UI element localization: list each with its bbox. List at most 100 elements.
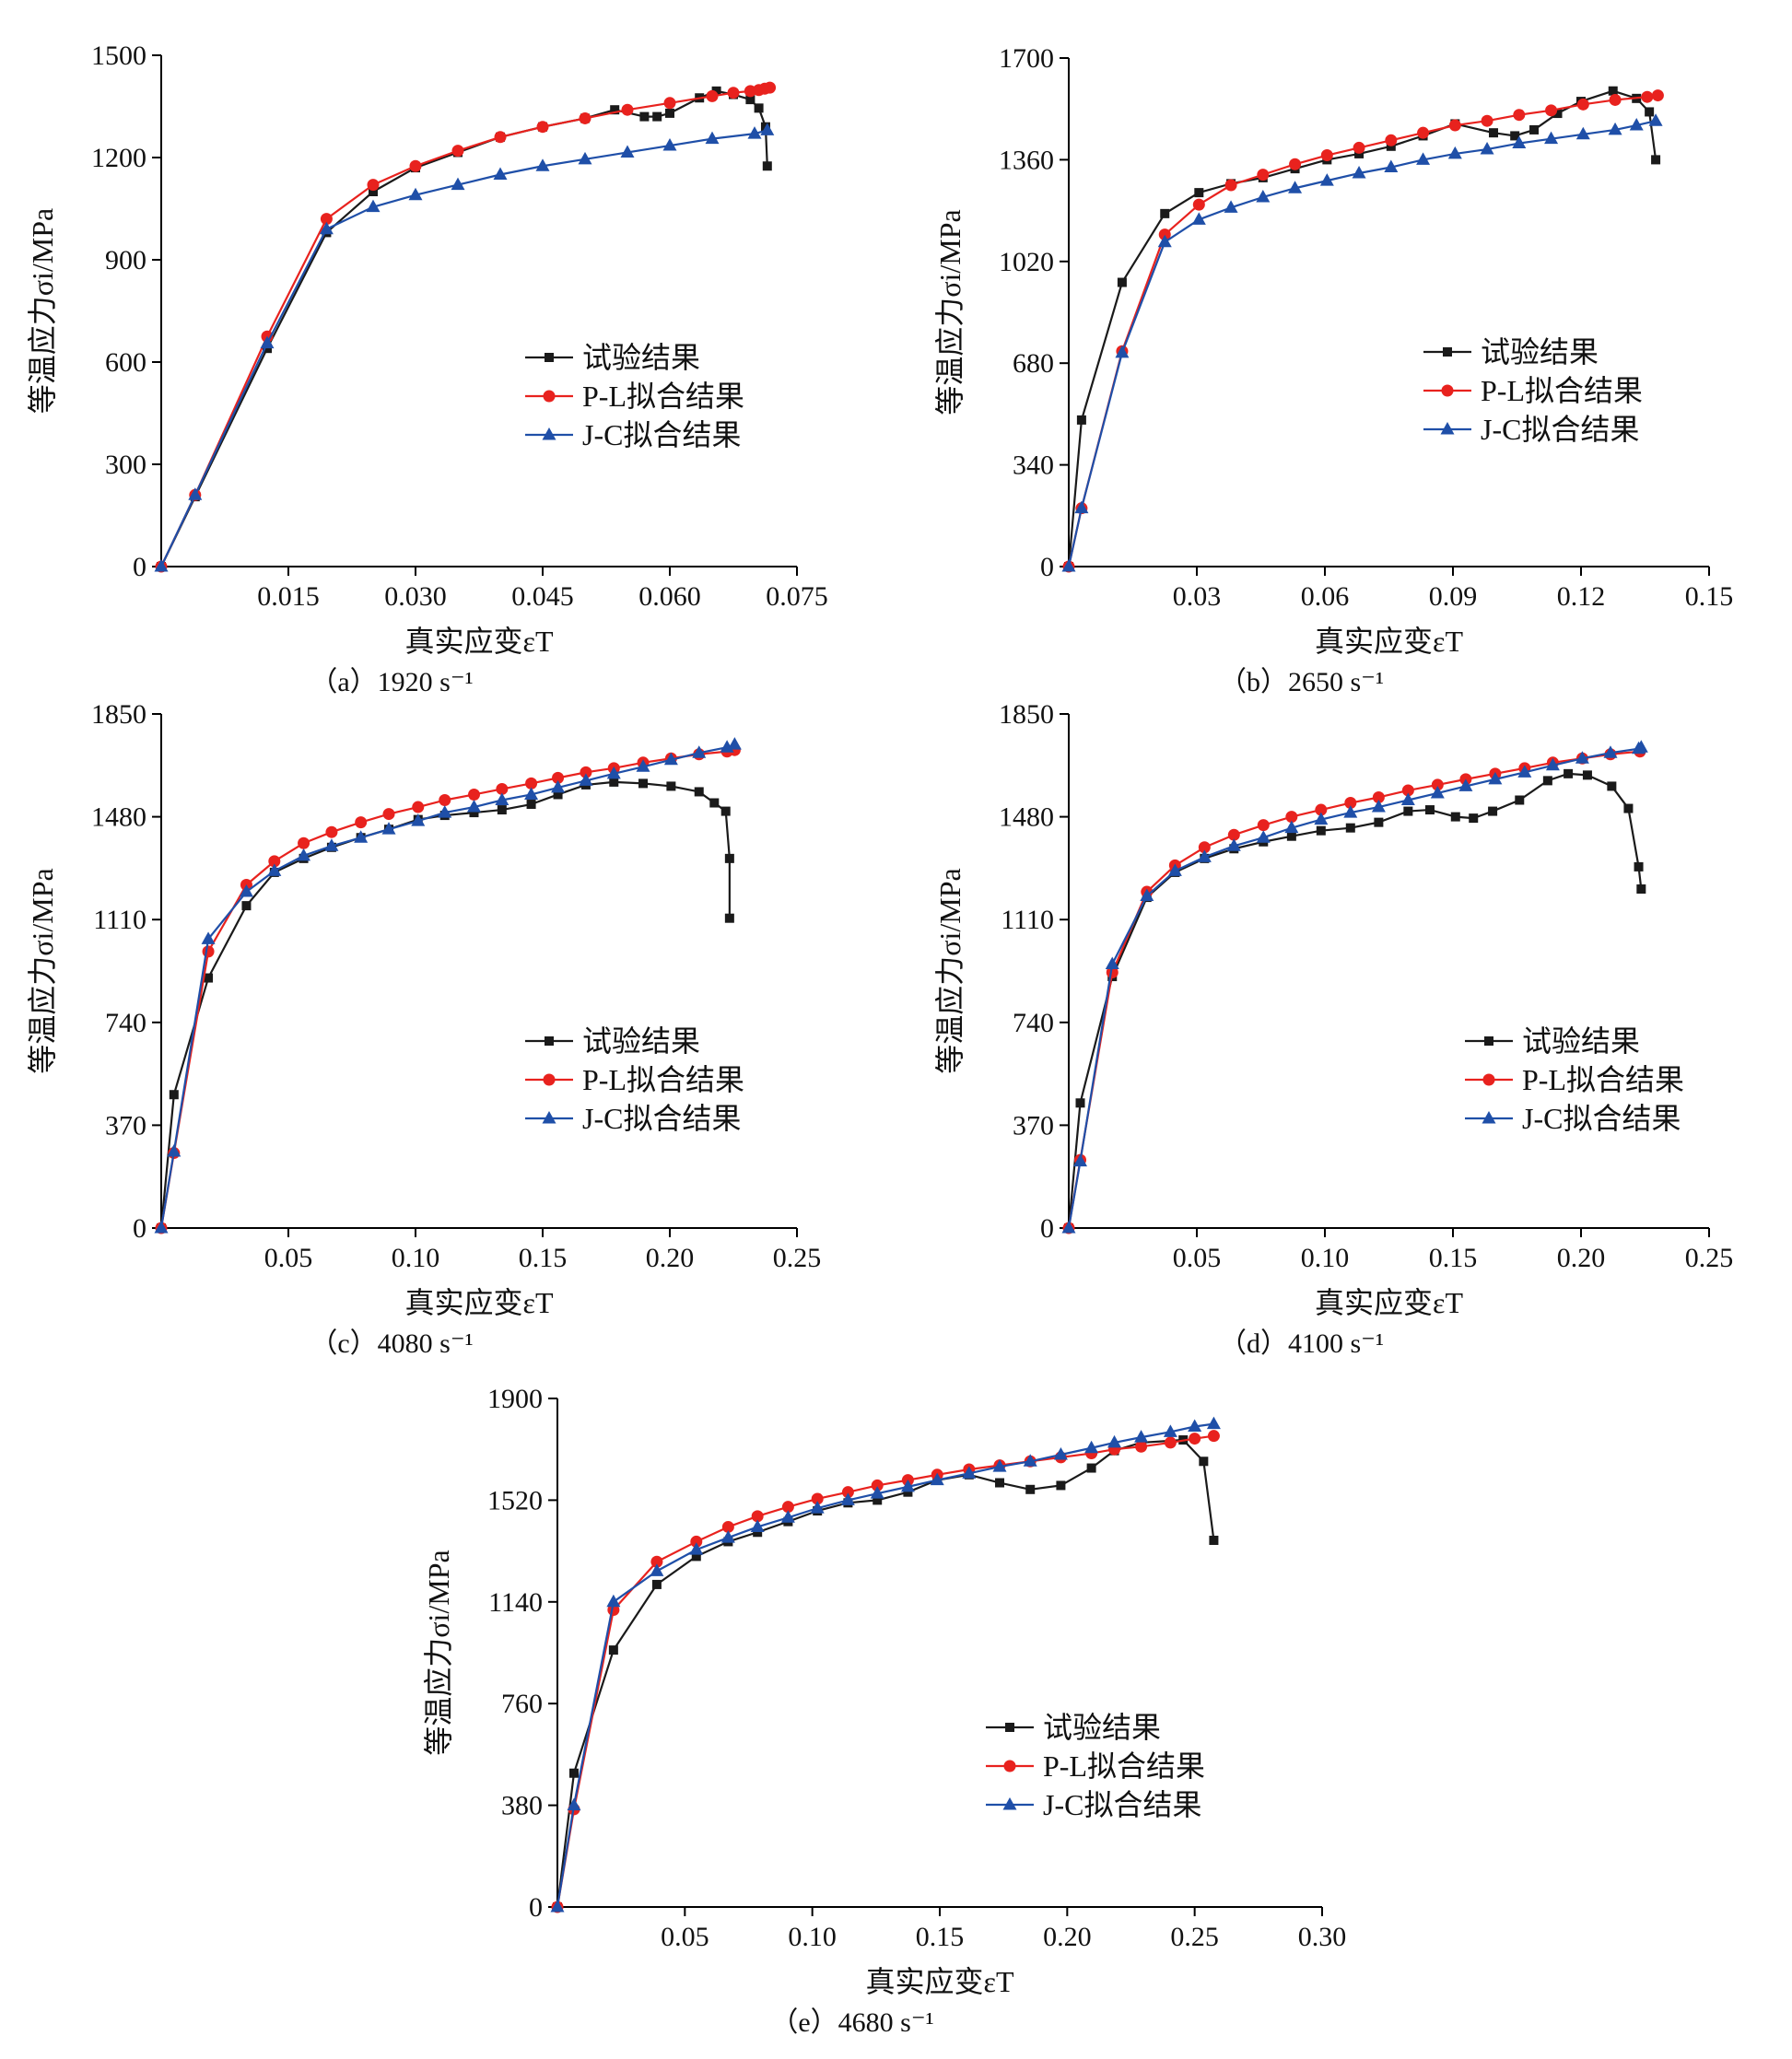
data-point [525,777,538,790]
x-tick-label: 0.25 [773,1243,822,1273]
data-point [355,816,368,829]
data-point [154,559,169,572]
legend-marker [1443,347,1452,357]
legend-label: P-L拟合结果 [582,380,744,413]
data-point [1651,155,1661,165]
data-point [1199,1457,1209,1467]
data-point [689,1542,704,1555]
data-point [438,805,452,818]
data-point [204,973,214,983]
data-point [1629,118,1644,131]
data-point [1227,828,1240,841]
data-point [1608,86,1618,96]
data-point [552,771,565,784]
y-axis-title: 等温应力σi/MPa [933,209,966,415]
y-tick-label: 0 [133,1213,146,1244]
data-point [369,187,378,196]
data-point [1076,415,1086,425]
data-point [1160,208,1170,218]
x-tick-label: 0.060 [638,581,701,612]
x-tick-label: 0.12 [1557,581,1606,612]
legend-marker [545,1036,554,1046]
data-point [1545,104,1558,117]
data-point [167,1144,182,1157]
data-point [297,848,311,861]
data-point [721,1520,734,1533]
data-point [579,111,591,124]
data-point [1431,778,1444,791]
legend-marker [1441,384,1454,397]
data-point [1343,805,1358,818]
data-point [1135,1440,1148,1453]
data-point [451,145,464,158]
data-point [1134,1430,1149,1443]
data-point [412,801,425,813]
data-point [496,782,509,795]
sub-figure-caption: （a）1920 s⁻¹ [310,667,473,697]
x-tick-label: 0.10 [1301,1243,1350,1273]
data-point [992,1459,1007,1472]
data-point [650,1555,663,1568]
data-point [325,825,338,838]
data-point [451,177,465,191]
legend-label: J-C拟合结果 [582,418,741,451]
x-tick-label: 0.25 [1170,1922,1219,1952]
series-line-0 [160,89,768,567]
series-line-2 [159,743,735,1229]
y-axis-title: 等温应力σi/MPa [26,868,59,1074]
data-point [1403,806,1413,816]
data-point [1256,189,1271,203]
data-point [1257,169,1270,181]
data-point [1157,234,1172,248]
data-point [366,199,381,213]
data-point [711,86,721,96]
data-point [1603,745,1618,758]
data-point [1074,500,1089,514]
data-point [1316,825,1326,836]
data-point [1564,768,1574,778]
y-tick-label: 1020 [999,247,1054,277]
data-point [1084,1440,1099,1454]
data-point [1353,141,1365,154]
data-point [1384,159,1399,173]
sub-figure-caption: （d）4100 s⁻¹ [1219,1328,1384,1359]
data-point [1197,849,1212,862]
x-tick-label: 0.15 [1429,1243,1478,1273]
legend-label: 试验结果 [582,1024,700,1058]
data-point [1609,93,1622,106]
data-point [568,1768,579,1778]
data-point [1320,149,1333,162]
data-point [1073,1153,1088,1167]
data-point [1448,119,1461,132]
x-tick-label: 0.20 [1557,1243,1606,1273]
legend-label: J-C拟合结果 [1522,1102,1681,1135]
data-point [408,187,423,201]
data-point [267,863,282,876]
data-point [1634,861,1644,872]
data-point [1189,1433,1201,1445]
data-point [579,773,593,786]
data-point [1515,795,1525,805]
data-point [524,787,539,800]
y-tick-label: 1140 [488,1587,543,1618]
data-point [1025,1484,1036,1494]
data-point [692,745,707,758]
data-point [1167,863,1182,876]
data-point [621,103,634,116]
legend-label: P-L拟合结果 [1481,374,1643,407]
y-tick-label: 1360 [999,145,1054,175]
data-point [469,808,479,818]
data-point [1634,740,1648,753]
series-line-0 [556,1438,1215,1908]
data-point [1371,800,1386,813]
data-point [666,781,676,791]
data-point [754,103,764,113]
series-line-0 [1067,772,1643,1229]
x-tick-label: 0.25 [1685,1243,1734,1273]
data-point [567,1797,581,1811]
data-point [1430,785,1445,799]
data-point [606,1594,621,1608]
y-tick-label: 1500 [91,41,146,71]
y-tick-label: 370 [1013,1110,1054,1141]
